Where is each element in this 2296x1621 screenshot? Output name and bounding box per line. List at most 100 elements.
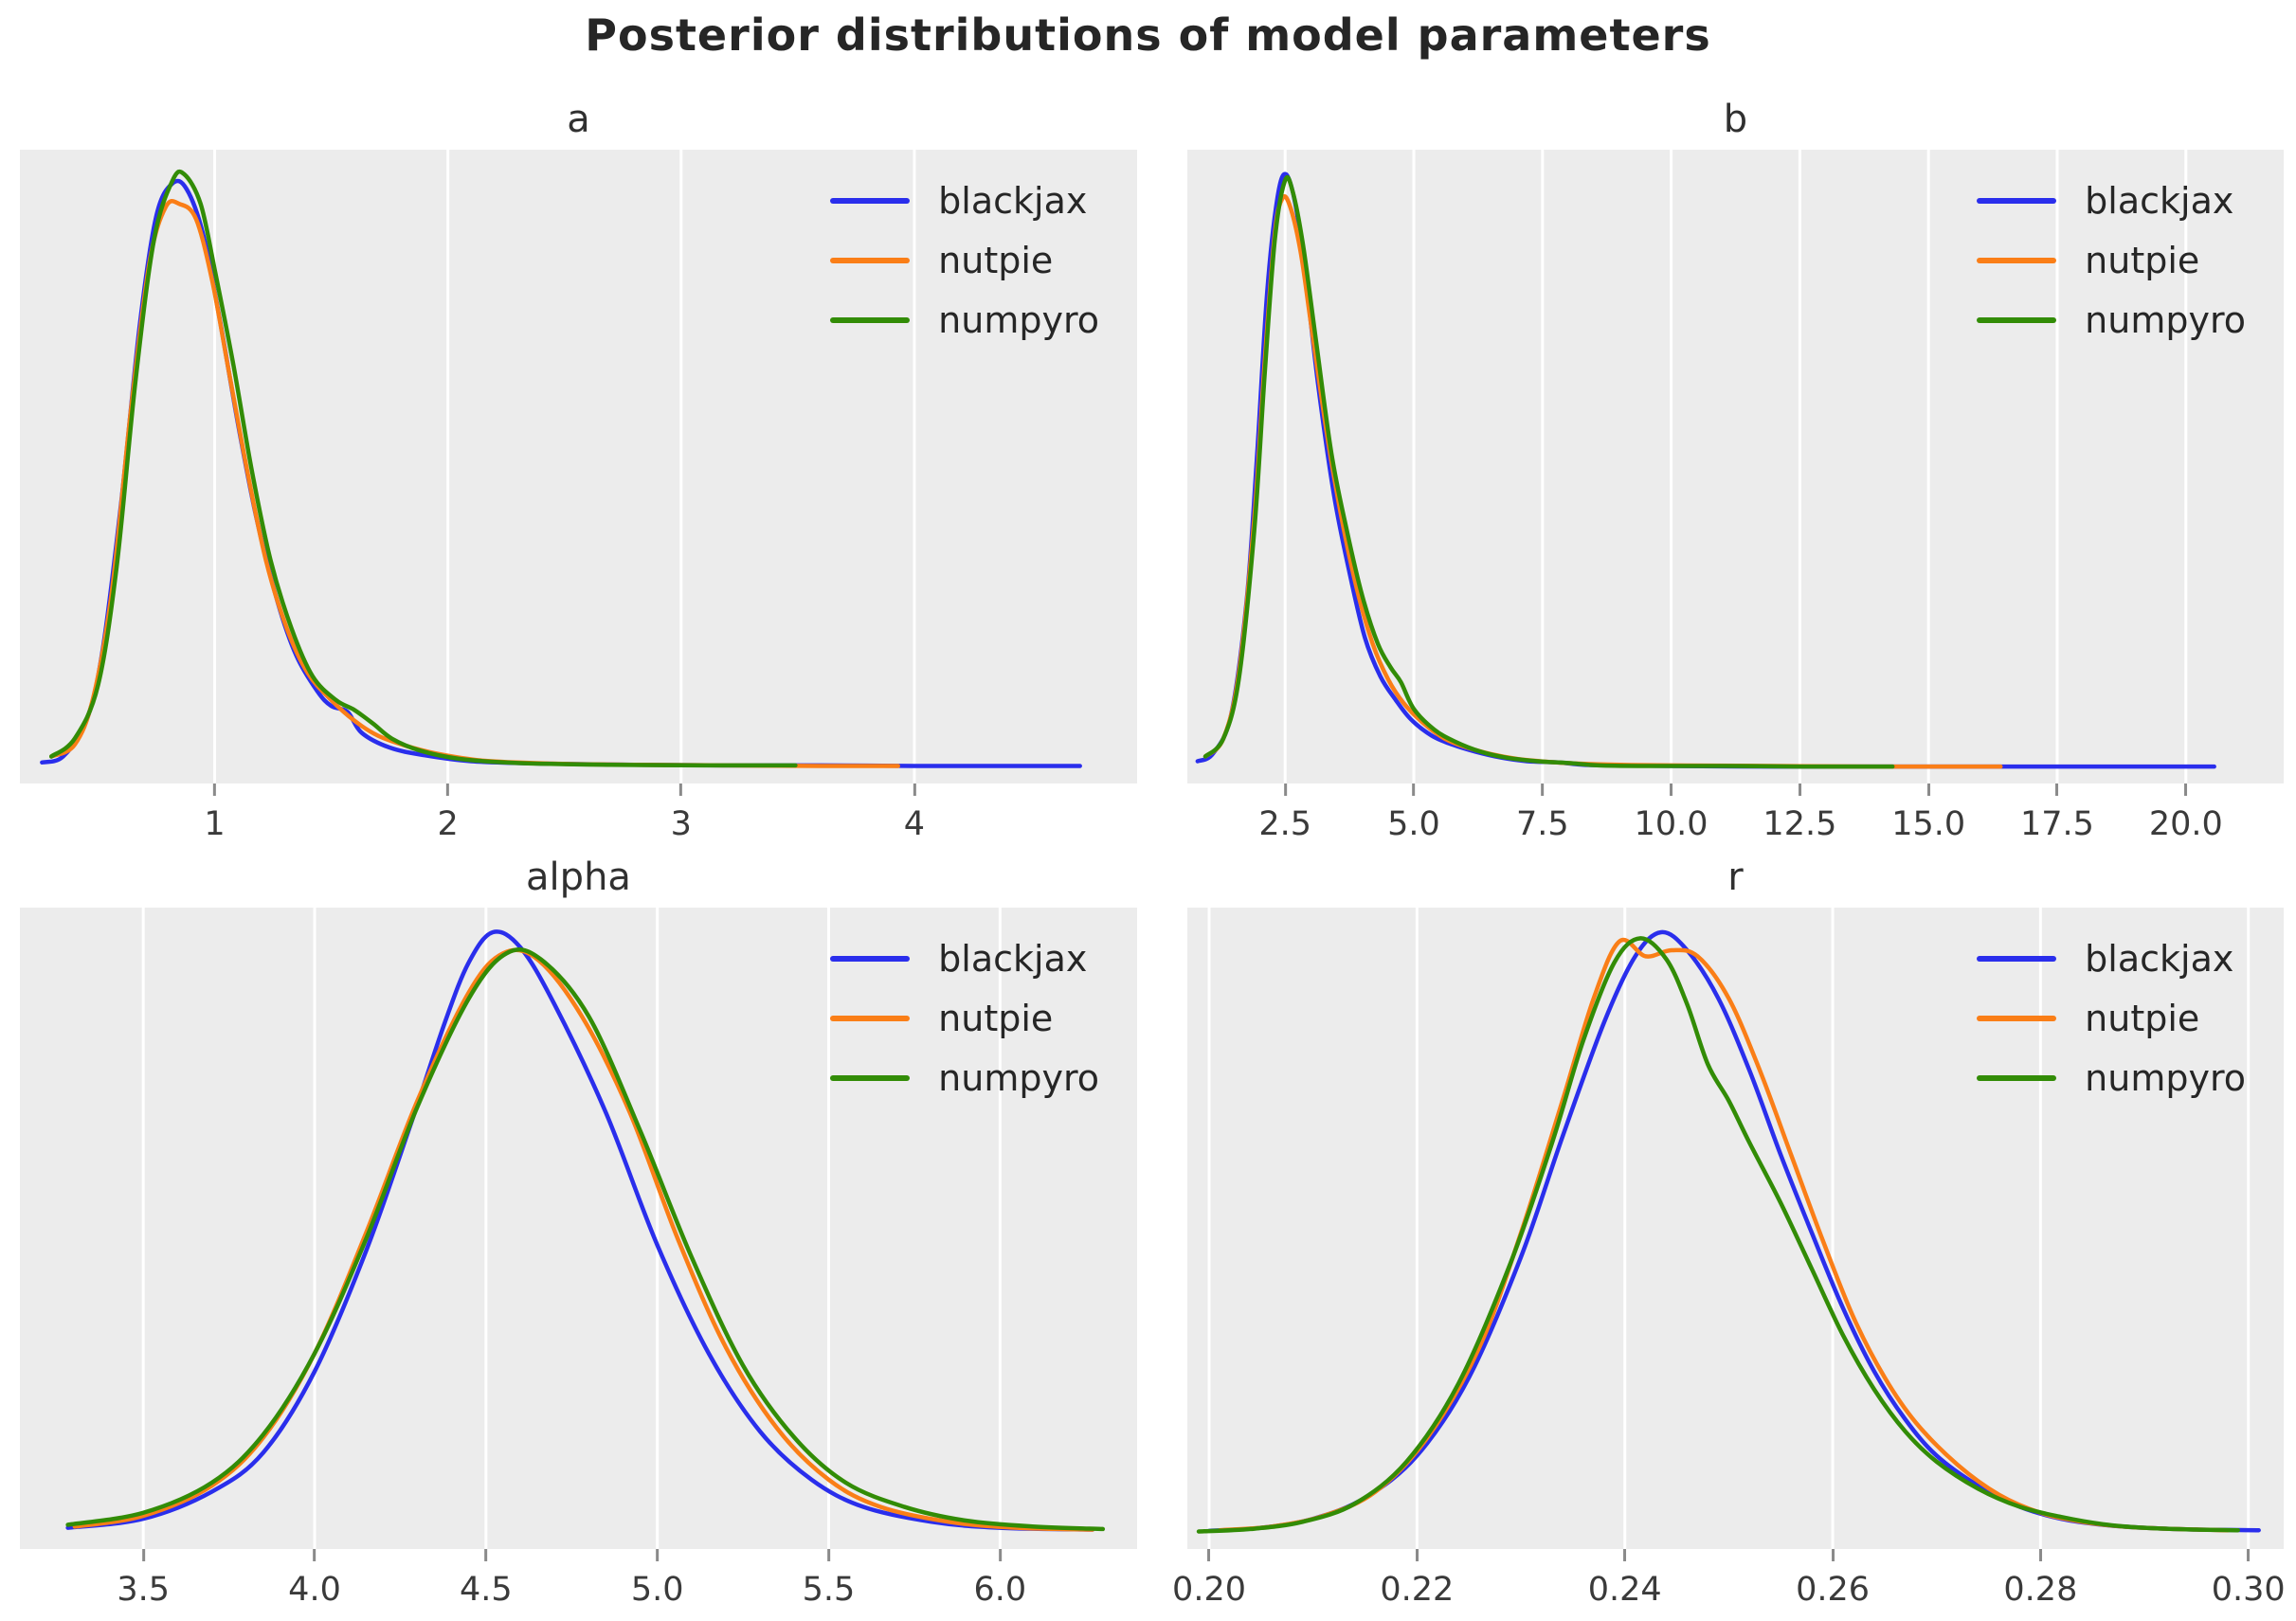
x-tick-label: 0.30 (2211, 1571, 2286, 1609)
x-tick-label: 5.5 (802, 1571, 856, 1609)
tick-mark (213, 783, 217, 796)
subplot-title-b: b (1723, 98, 1748, 141)
tick-mark (998, 1549, 1002, 1561)
tick-mark (2055, 783, 2059, 796)
tick-mark (913, 783, 916, 796)
subplot-title-alpha: alpha (526, 856, 631, 899)
legend-line-blackjax (1977, 197, 2057, 204)
legend-entry-nutpie: nutpie (1977, 230, 2246, 290)
subplot-a-x-axis: 1 2 3 4 (20, 783, 1137, 859)
x-tick-label: 15.0 (1891, 805, 1966, 843)
x-tick-label: 6.0 (973, 1571, 1027, 1609)
x-tick-label: 0.22 (1380, 1571, 1455, 1609)
legend-line-nutpie (830, 257, 911, 263)
kde-curve-nutpie (1202, 193, 2003, 769)
x-tick-label: 4.0 (288, 1571, 341, 1609)
legend-line-nutpie (830, 1015, 911, 1021)
tick-mark (1412, 783, 1416, 796)
subplot-a-canvas (40, 150, 1082, 783)
x-tick: 6.0 (973, 1549, 1026, 1609)
legend-entry-numpyro: numpyro (1977, 1048, 2246, 1108)
x-tick-label: 17.5 (2020, 805, 2094, 843)
tick-mark (141, 1549, 145, 1561)
legend-entry-numpyro: numpyro (1977, 290, 2246, 350)
x-tick: 0.26 (1796, 1549, 1870, 1609)
x-tick-label: 0.20 (1172, 1571, 1246, 1609)
x-tick-label: 20.0 (2148, 805, 2223, 843)
x-tick: 17.5 (2020, 783, 2094, 843)
tick-mark (656, 1549, 660, 1561)
legend-line-numpyro (830, 316, 911, 323)
x-tick: 12.5 (1763, 783, 1836, 843)
legend-line-blackjax (830, 955, 911, 962)
subplot-alpha-plot-area: blackjax nutpie numpyro (20, 908, 1137, 1549)
legend-entry-numpyro: numpyro (830, 290, 1099, 350)
x-tick-label: 0.26 (1796, 1571, 1870, 1609)
kde-curve-numpyro (48, 169, 798, 768)
subplot-r-canvas (1196, 908, 2261, 1549)
tick-mark (1798, 783, 1801, 796)
x-tick: 4.5 (460, 1549, 513, 1609)
x-tick: 3.5 (117, 1549, 170, 1609)
tick-mark (1831, 1549, 1835, 1561)
x-tick-label: 5.0 (630, 1571, 684, 1609)
kde-curve-numpyro (1202, 174, 1895, 769)
tick-mark (313, 1549, 316, 1561)
legend-label: nutpie (938, 997, 1054, 1039)
x-tick: 4.0 (288, 1549, 341, 1609)
figure-title: Posterior distributions of model paramet… (585, 9, 1711, 61)
tick-mark (484, 1549, 488, 1561)
tick-mark (2247, 1549, 2251, 1561)
subplot-b-plot-area: blackjax nutpie numpyro (1187, 150, 2284, 783)
x-tick: 4 (904, 783, 925, 843)
x-tick: 15.0 (1891, 783, 1965, 843)
x-tick: 1 (204, 783, 226, 843)
legend-label: nutpie (2085, 997, 2200, 1039)
legend-line-blackjax (830, 197, 911, 204)
tick-mark (1926, 783, 1930, 796)
x-tick: 2 (438, 783, 459, 843)
legend-line-numpyro (1977, 1074, 2057, 1081)
legend: blackjax nutpie numpyro (830, 171, 1099, 350)
tick-mark (1541, 783, 1545, 796)
legend-entry-numpyro: numpyro (830, 1048, 1099, 1108)
x-tick: 0.20 (1172, 1549, 1246, 1609)
legend: blackjax nutpie numpyro (830, 928, 1099, 1108)
legend: blackjax nutpie numpyro (1977, 171, 2246, 350)
x-tick: 0.24 (1588, 1549, 1662, 1609)
kde-curve-nutpie (48, 198, 900, 768)
legend-line-nutpie (1977, 1015, 2057, 1021)
tick-mark (679, 783, 683, 796)
x-tick-label: 1 (204, 805, 226, 843)
legend: blackjax nutpie numpyro (1977, 928, 2246, 1108)
x-tick-label: 12.5 (1763, 805, 1837, 843)
tick-mark (1623, 1549, 1627, 1561)
subplot-title-a: a (567, 98, 590, 141)
subplot-b-x-axis: 2.5 5.0 7.5 10.0 12.5 15.0 17.5 20.0 (1187, 783, 2284, 859)
x-tick-label: 2 (437, 805, 459, 843)
tick-mark (826, 1549, 830, 1561)
tick-mark (2184, 783, 2188, 796)
x-tick-label: 0.28 (2003, 1571, 2078, 1609)
subplot-r-plot-area: blackjax nutpie numpyro (1187, 908, 2284, 1549)
subplot-r-x-axis: 0.20 0.22 0.24 0.26 0.28 0.30 (1172, 1549, 2286, 1621)
x-tick-label: 7.5 (1515, 805, 1569, 843)
subplot-title-r: r (1727, 856, 1744, 899)
x-tick: 5.0 (1387, 783, 1440, 843)
kde-curve-numpyro (65, 947, 1106, 1532)
legend-label: numpyro (938, 1056, 1099, 1099)
subplot-b-canvas (1195, 150, 2216, 783)
x-tick-label: 10.0 (1634, 805, 1708, 843)
kde-curve-numpyro (1196, 936, 2240, 1534)
legend-label: blackjax (2085, 937, 2234, 980)
legend-entry-nutpie: nutpie (830, 988, 1099, 1048)
subplot-alpha-x-axis: 3.5 4.0 4.5 5.0 5.5 6.0 (20, 1549, 1137, 1621)
legend-line-numpyro (830, 1074, 911, 1081)
x-tick: 10.0 (1635, 783, 1708, 843)
x-tick-label: 2.5 (1258, 805, 1312, 843)
legend-label: numpyro (2085, 1056, 2246, 1099)
x-tick-label: 5.0 (1387, 805, 1440, 843)
legend-entry-nutpie: nutpie (1977, 988, 2246, 1048)
x-tick: 5.0 (631, 1549, 684, 1609)
